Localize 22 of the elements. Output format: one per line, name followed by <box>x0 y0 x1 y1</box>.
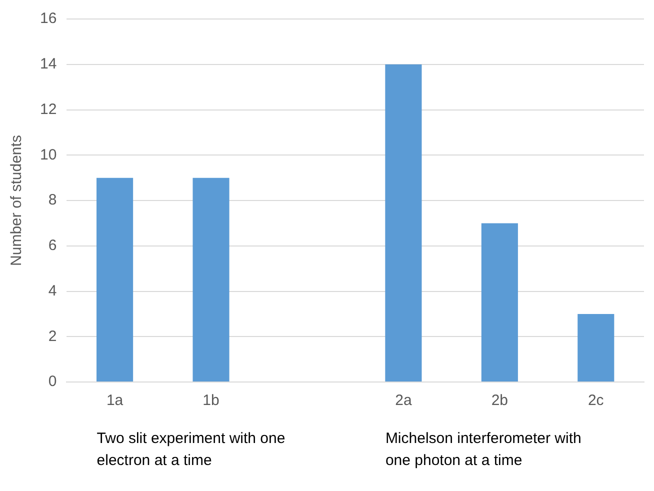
x-tick-label: 2b <box>491 392 508 410</box>
bar <box>192 178 230 382</box>
y-tick-label: 4 <box>48 282 57 300</box>
y-tick-label: 10 <box>40 146 57 164</box>
y-tick-label: 6 <box>48 237 57 254</box>
y-tick-label: 16 <box>40 10 57 28</box>
y-axis-title: Number of students <box>8 135 26 266</box>
x-tick-label: 2c <box>588 392 604 410</box>
bar <box>481 223 518 382</box>
x-tick-label: 1b <box>202 392 220 410</box>
bar <box>578 314 614 382</box>
y-tick-label: 0 <box>48 373 57 390</box>
bar <box>96 178 134 382</box>
text: Two slit experiment with one electron at a time <box>96 429 286 471</box>
y-tick-label: 14 <box>40 56 57 73</box>
y-tick-label: 12 <box>40 100 57 118</box>
x-tick-label: 1a <box>106 392 124 410</box>
y-tick-label: 8 <box>48 192 57 209</box>
text: Michelson interferometer with one photon at a time <box>385 429 582 471</box>
bar <box>385 64 422 382</box>
y-tick-label: 2 <box>48 328 57 345</box>
x-tick-label: 2a <box>395 392 412 410</box>
